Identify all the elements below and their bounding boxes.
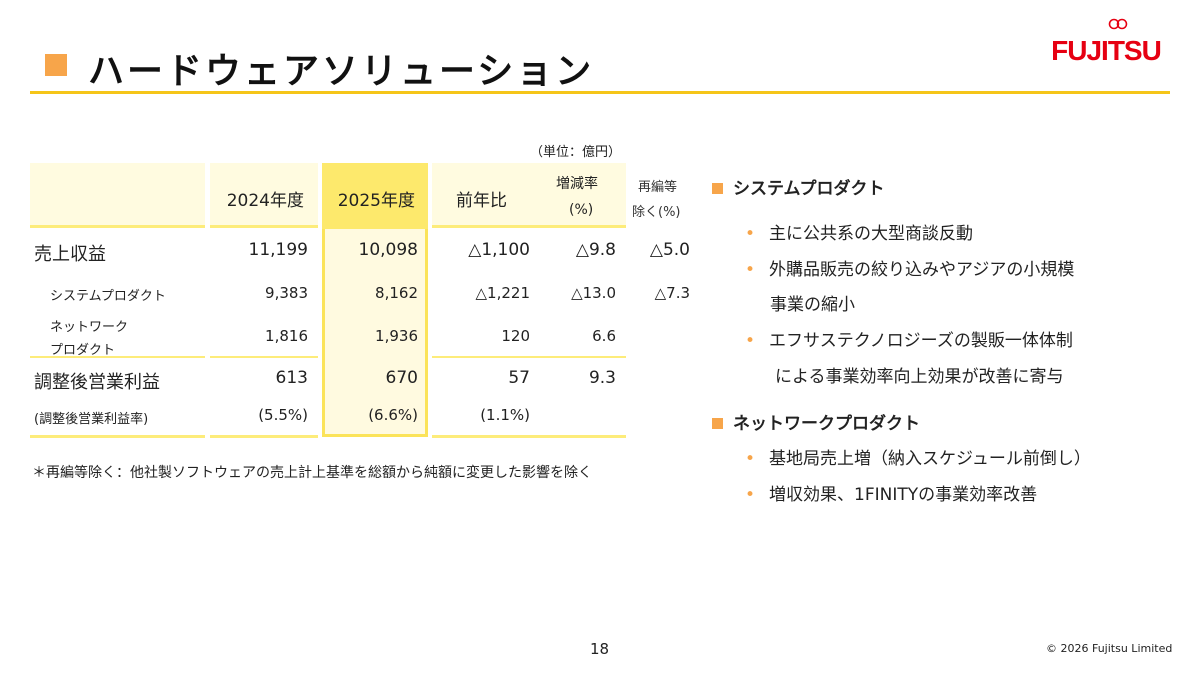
list-item-continuation: 事業の縮小 bbox=[770, 295, 855, 315]
bullet-icon: • bbox=[745, 224, 756, 244]
value-2025: 8,162 bbox=[375, 284, 418, 302]
value-2024: 613 bbox=[275, 368, 308, 388]
header-excl-unit: 除く(%) bbox=[632, 205, 681, 220]
bullet-text: 基地局売上増（納入スケジュール前倒し） bbox=[769, 449, 1091, 469]
unit-label: （単位：億円） bbox=[530, 145, 622, 160]
square-bullet-icon bbox=[712, 418, 723, 429]
value-2024: (5.5%) bbox=[258, 406, 308, 424]
bullet-icon: • bbox=[745, 485, 756, 505]
value-2024: 1,816 bbox=[265, 327, 308, 345]
value-excl: △7.3 bbox=[654, 284, 690, 302]
svg-text:FUJITSU: FUJITSU bbox=[1051, 35, 1161, 66]
bullet-text: 外購品販売の絞り込みやアジアの小規模 bbox=[769, 260, 1075, 280]
copyright: © 2026 Fujitsu Limited bbox=[1046, 642, 1173, 655]
square-bullet-icon bbox=[712, 183, 723, 194]
section-network-product: ネットワークプロダクト bbox=[712, 409, 920, 434]
header-2025-cell bbox=[322, 163, 428, 229]
header-excl: 再編等 bbox=[638, 180, 678, 195]
value-yoy: △1,221 bbox=[475, 284, 530, 302]
value-2025: (6.6%) bbox=[368, 406, 418, 424]
header-yoy: 前年比 bbox=[456, 191, 507, 211]
list-item: • 基地局売上増（納入スケジュール前倒し） bbox=[745, 444, 1091, 469]
title-divider bbox=[30, 91, 1170, 94]
bullet-icon: • bbox=[745, 331, 756, 351]
header-rate: 増減率 bbox=[556, 176, 598, 192]
header-label-cell bbox=[30, 163, 205, 228]
title-square-icon bbox=[45, 54, 67, 76]
list-item: • 主に公共系の大型商談反動 bbox=[745, 219, 973, 244]
section-title: ネットワークプロダクト bbox=[733, 414, 920, 434]
header-yoy-cell bbox=[432, 163, 626, 228]
list-item: • エフサステクノロジーズの製販一体体制 bbox=[745, 326, 1073, 351]
value-rate: 9.3 bbox=[588, 368, 616, 388]
value-yoy: (1.1%) bbox=[480, 406, 530, 424]
list-item-continuation: による事業効率向上効果が改善に寄与 bbox=[775, 367, 1064, 387]
value-2024: 11,199 bbox=[248, 240, 308, 260]
value-rate: 6.6 bbox=[592, 327, 616, 345]
bullet-text: 増収効果、1FINITYの事業効率改善 bbox=[769, 485, 1038, 505]
header-2025: 2025年度 bbox=[337, 191, 415, 211]
value-2025: 10,098 bbox=[358, 240, 418, 260]
value-rate: △13.0 bbox=[571, 284, 616, 302]
value-excl: △5.0 bbox=[649, 240, 690, 260]
page-number: 18 bbox=[590, 640, 610, 658]
row-label: 調整後営業利益 bbox=[34, 372, 160, 393]
value-2025: 1,936 bbox=[375, 327, 418, 345]
section-title: システムプロダクト bbox=[733, 179, 885, 199]
section-system-product: システムプロダクト bbox=[712, 174, 884, 199]
bullet-icon: • bbox=[745, 449, 756, 469]
value-yoy: △1,100 bbox=[468, 240, 530, 260]
header-2024: 2024年度 bbox=[226, 191, 304, 211]
row-label: システムプロダクト bbox=[50, 289, 166, 304]
value-2024: 9,383 bbox=[265, 284, 308, 302]
bullet-text: エフサステクノロジーズの製販一体体制 bbox=[769, 331, 1073, 351]
header-2024-cell bbox=[210, 163, 318, 228]
list-item: • 増収効果、1FINITYの事業効率改善 bbox=[745, 480, 1037, 505]
value-2025: 670 bbox=[385, 368, 418, 388]
footnote: ＊再編等除く：他社製ソフトウェアの売上計上基準を総額から純額に変更した影響を除く bbox=[32, 465, 592, 481]
value-yoy: 120 bbox=[501, 327, 530, 345]
bullet-icon: • bbox=[745, 260, 756, 280]
page-title: ハードウェアソリューション bbox=[88, 51, 595, 92]
row-label-line2: プロダクト bbox=[50, 343, 116, 358]
row-label: 売上収益 bbox=[34, 244, 106, 265]
bullet-text: 主に公共系の大型商談反動 bbox=[769, 224, 974, 244]
list-item: • 外購品販売の絞り込みやアジアの小規模 bbox=[745, 255, 1074, 280]
row-label: (調整後営業利益率) bbox=[34, 412, 149, 427]
fujitsu-logo: FUJITSU bbox=[1051, 18, 1162, 66]
row-label: ネットワーク bbox=[50, 320, 129, 335]
header-rate-unit: (%) bbox=[569, 202, 594, 218]
value-rate: △9.8 bbox=[575, 240, 616, 260]
value-yoy: 57 bbox=[508, 368, 530, 388]
